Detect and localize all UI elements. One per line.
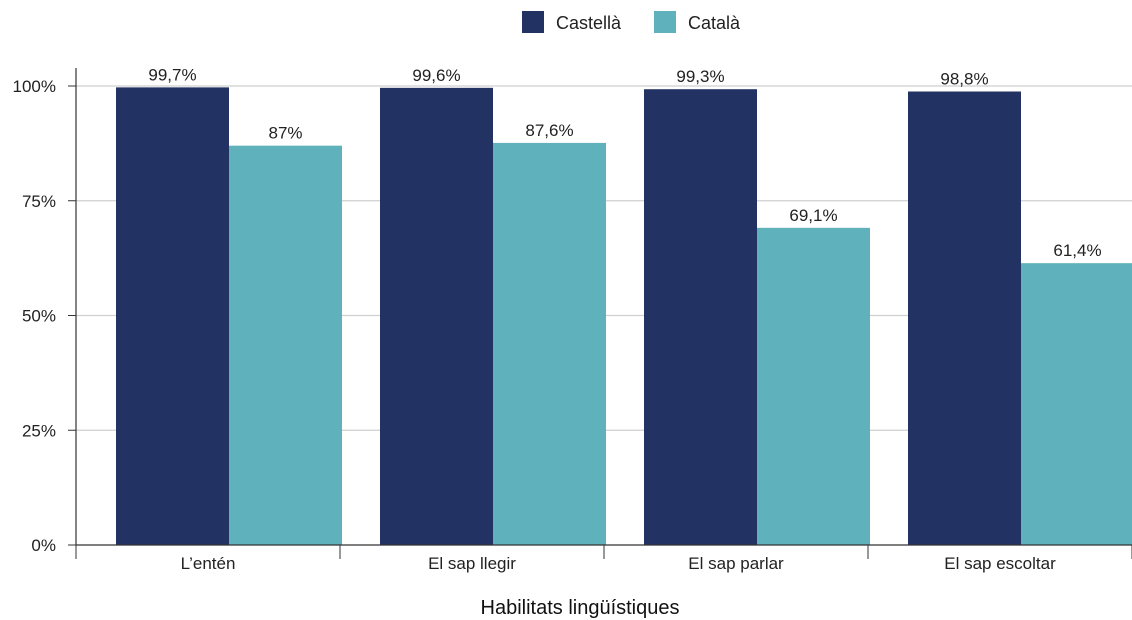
bar-catal-1: [493, 142, 606, 545]
data-label: 87%: [268, 124, 302, 143]
y-tick-label: 0%: [31, 536, 56, 555]
bar-catal-3: [1021, 263, 1132, 545]
data-label: 69,1%: [789, 206, 837, 225]
bar-castell-1: [380, 87, 493, 545]
axes: L’entén El sap llegir El sap parlar El sap …: [75, 68, 1132, 573]
bars: [116, 87, 1132, 546]
legend: Castellà Català: [522, 11, 741, 33]
y-tick-label: 25%: [22, 421, 56, 440]
bar-catal-0: [229, 145, 342, 546]
x-tick-label: L’entén: [181, 554, 236, 573]
x-axis-title: Habilitats lingüístiques: [481, 597, 680, 619]
y-tick-label: 100%: [13, 77, 56, 96]
data-label: 98,8%: [940, 70, 988, 89]
y-tick-label: 75%: [22, 192, 56, 211]
data-label: 99,3%: [676, 67, 724, 86]
legend-label: Castellà: [556, 13, 622, 33]
bar-catal-2: [757, 227, 870, 545]
data-labels: 99,7% 87% 99,6% 87,6% 99,3% 69,1% 98,8% 61,4%: [148, 65, 1101, 260]
bar-castell-0: [116, 87, 229, 545]
data-label: 87,6%: [525, 121, 573, 140]
bar-castell-3: [908, 91, 1021, 546]
x-tick-label: El sap escoltar: [944, 554, 1056, 573]
data-label: 61,4%: [1053, 241, 1101, 260]
x-tick-label: El sap parlar: [688, 554, 784, 573]
legend-swatch: [522, 11, 544, 33]
data-label: 99,7%: [148, 65, 196, 84]
y-tick-label: 50%: [22, 307, 56, 326]
bar-castell-2: [644, 89, 757, 545]
legend-swatch: [654, 11, 676, 33]
legend-label: Català: [688, 13, 741, 33]
data-label: 99,6%: [412, 66, 460, 85]
x-tick-label: El sap llegir: [428, 554, 516, 573]
